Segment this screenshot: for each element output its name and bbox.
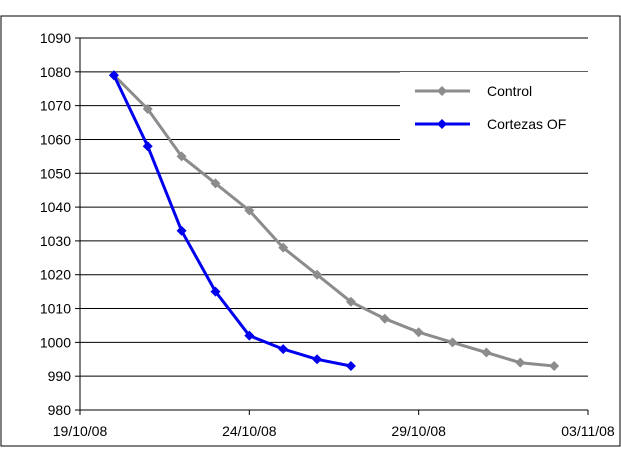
legend-swatch-marker-control [437,86,447,96]
x-tick-label: 03/11/08 [561,423,615,439]
series-group [108,70,560,372]
data-point-cortezas-of [210,286,221,297]
legend-label-control: Control [487,83,532,99]
data-point-control [515,357,526,368]
y-tick-label: 990 [48,368,72,384]
data-point-control [142,104,153,115]
data-point-control [210,178,221,189]
axes: 980 990 1000 1010 1020 1030 1040 1050 1060 1070 10… [40,30,615,439]
series-line-cortezas-of [112,74,352,368]
data-point-control [176,151,187,162]
data-point-control [413,327,424,338]
data-point-cortezas-of [312,354,323,365]
data-point-cortezas-of [176,225,187,236]
legend-label-cortezas-of: Cortezas OF [487,116,566,132]
y-tick-label: 1020 [40,267,71,283]
data-point-control [481,347,492,358]
data-point-control [345,296,356,307]
data-point-control [244,205,255,216]
series-control [108,70,560,372]
y-tick-label: 1070 [40,98,71,114]
legend: Control Cortezas OF [400,72,588,154]
data-point-cortezas-of [345,361,356,372]
y-tick-label: 1060 [40,131,71,147]
y-tick-label: 1010 [40,301,71,317]
x-tick-label: 19/10/08 [53,423,108,439]
series-line-control [112,74,555,368]
y-tick-label: 1050 [40,165,71,181]
legend-background [400,72,588,154]
x-tick-label: 29/10/08 [391,423,446,439]
data-point-cortezas-of [278,344,289,355]
legend-swatch-marker-cortezas-of [437,119,447,129]
data-point-cortezas-of [142,141,153,152]
y-tick-label: 1080 [40,64,71,80]
data-point-control [278,242,289,253]
data-point-control [312,269,323,280]
y-tick-label: 1040 [40,199,71,215]
y-tick-label: 1030 [40,233,71,249]
x-tick-label: 24/10/08 [222,423,277,439]
series-cortezas-of [108,70,356,372]
data-point-control [379,313,390,324]
data-point-control [549,361,560,372]
y-tick-label: 1090 [40,30,71,46]
data-point-control [447,337,458,348]
y-tick-label: 1000 [40,334,71,350]
data-point-cortezas-of [108,70,119,81]
y-tick-label: 980 [48,402,72,418]
data-point-cortezas-of [244,330,255,341]
